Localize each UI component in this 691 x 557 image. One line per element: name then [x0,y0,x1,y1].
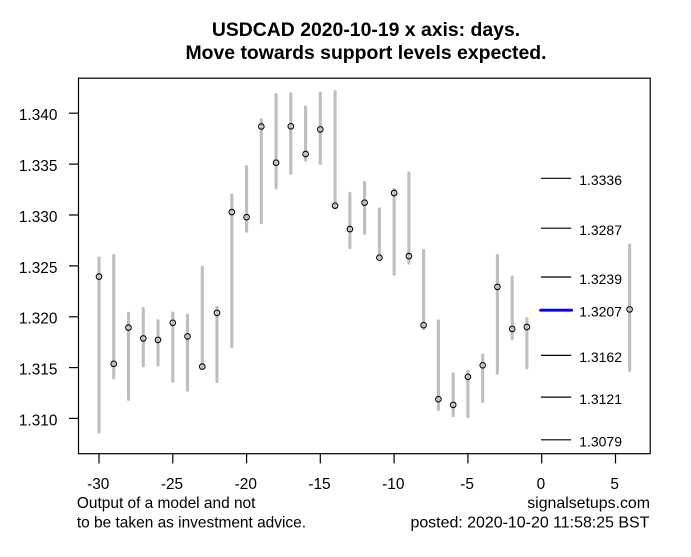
svg-text:to be taken as investment advi: to be taken as investment advice. [77,515,306,532]
svg-text:1.320: 1.320 [19,311,58,328]
svg-text:1.330: 1.330 [19,209,58,226]
svg-text:1.3336: 1.3336 [579,172,622,188]
svg-text:5: 5 [610,476,619,493]
svg-text:1.335: 1.335 [19,158,58,175]
svg-text:signalsetups.com: signalsetups.com [527,495,650,512]
svg-text:Output of a model and not: Output of a model and not [77,495,256,512]
svg-text:1.3079: 1.3079 [579,434,622,450]
svg-text:1.325: 1.325 [19,260,58,277]
svg-text:1.310: 1.310 [19,412,58,429]
svg-text:-5: -5 [460,476,474,493]
svg-text:1.340: 1.340 [19,107,58,124]
svg-text:-30: -30 [87,476,109,493]
svg-text:Move towards support levels ex: Move towards support levels expected. [186,42,547,64]
svg-text:-25: -25 [161,476,183,493]
svg-text:0: 0 [537,476,546,493]
svg-text:1.315: 1.315 [19,362,58,379]
svg-text:1.3162: 1.3162 [579,349,622,365]
svg-text:posted: 2020-10-20 11:58:25 BS: posted: 2020-10-20 11:58:25 BST [410,514,649,531]
svg-text:1.3239: 1.3239 [579,271,622,287]
svg-text:-15: -15 [308,476,330,493]
svg-text:1.3287: 1.3287 [579,222,622,238]
svg-text:1.3207: 1.3207 [579,304,622,320]
svg-text:-20: -20 [235,476,257,493]
svg-text:1.3121: 1.3121 [579,391,622,407]
svg-text:-10: -10 [382,476,404,493]
svg-text:USDCAD 2020-10-19 x axis: days: USDCAD 2020-10-19 x axis: days. [212,19,520,41]
